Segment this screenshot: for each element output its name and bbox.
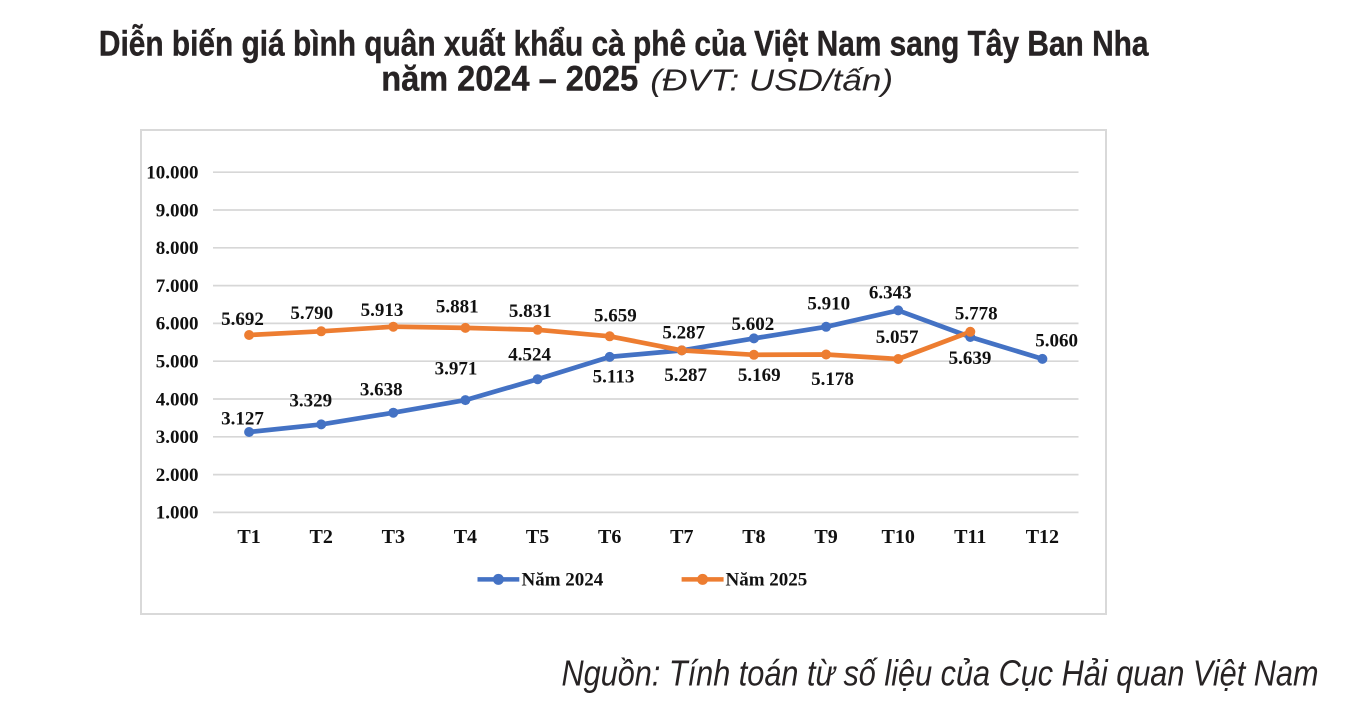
svg-text:5.778: 5.778 [955,303,998,324]
svg-text:5.287: 5.287 [664,365,707,386]
svg-text:5.060: 5.060 [1035,331,1078,352]
svg-text:T3: T3 [382,526,405,548]
svg-text:T1: T1 [237,526,260,548]
svg-text:6.000: 6.000 [156,314,199,335]
svg-text:6.343: 6.343 [869,282,912,303]
svg-text:5.910: 5.910 [807,293,850,314]
svg-text:5.659: 5.659 [594,306,637,327]
svg-text:5.000: 5.000 [156,352,199,373]
svg-text:5.831: 5.831 [509,301,552,322]
svg-text:3.329: 3.329 [289,390,332,411]
svg-text:8.000: 8.000 [156,238,199,259]
svg-text:3.127: 3.127 [221,408,264,429]
svg-text:năm 2024 – 2025: năm 2024 – 2025 [381,59,638,98]
svg-text:Nguồn: Tính toán từ số liệu củ: Nguồn: Tính toán từ số liệu của Cục Hải … [562,653,1319,694]
svg-text:T9: T9 [814,526,837,548]
svg-text:3.000: 3.000 [156,427,199,448]
svg-text:T2: T2 [310,526,333,548]
svg-text:5.057: 5.057 [876,327,919,348]
svg-text:5.178: 5.178 [811,369,854,390]
svg-text:(ĐVT: USD/tấn): (ĐVT: USD/tấn) [650,62,893,97]
svg-text:T4: T4 [454,526,477,548]
svg-text:1.000: 1.000 [156,503,199,524]
svg-text:5.113: 5.113 [593,367,635,388]
svg-text:5.169: 5.169 [738,365,781,386]
svg-text:5.287: 5.287 [662,322,705,343]
svg-text:7.000: 7.000 [156,276,199,297]
svg-text:5.881: 5.881 [436,296,479,317]
svg-text:Diễn biến giá bình quân xuất k: Diễn biến giá bình quân xuất khẩu cà phê… [99,24,1149,64]
svg-text:T7: T7 [670,526,693,548]
svg-text:9.000: 9.000 [156,200,199,221]
svg-text:4.000: 4.000 [156,389,199,410]
svg-text:T8: T8 [742,526,765,548]
svg-text:Năm 2024: Năm 2024 [522,570,604,591]
svg-text:10.000: 10.000 [146,163,198,184]
svg-text:3.638: 3.638 [360,379,403,400]
svg-text:5.602: 5.602 [732,314,775,335]
svg-text:5.790: 5.790 [290,303,333,324]
svg-text:5.913: 5.913 [361,300,404,321]
svg-text:3.971: 3.971 [435,359,478,380]
svg-text:T5: T5 [526,526,549,548]
svg-text:T10: T10 [882,526,915,548]
svg-text:Năm 2025: Năm 2025 [726,570,808,591]
svg-text:T12: T12 [1026,526,1059,548]
svg-text:T11: T11 [954,526,986,548]
svg-text:T6: T6 [598,526,621,548]
svg-text:4.524: 4.524 [508,345,551,366]
svg-text:2.000: 2.000 [156,465,199,486]
svg-text:5.639: 5.639 [949,348,992,369]
svg-text:5.692: 5.692 [221,309,264,330]
